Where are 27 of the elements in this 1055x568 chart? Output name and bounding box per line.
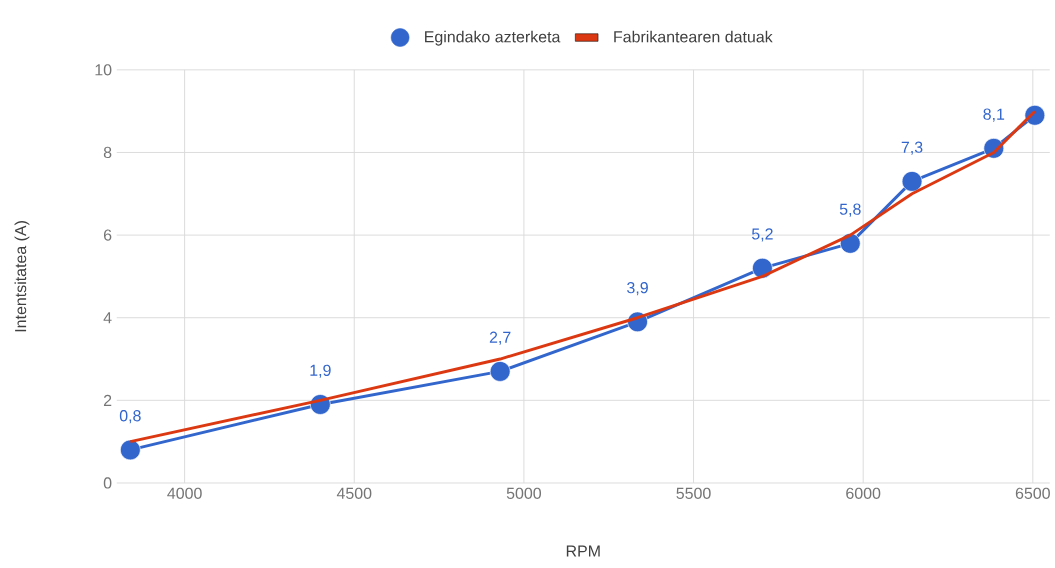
point: [489, 361, 511, 382]
x-tick-label: 4500: [336, 487, 372, 500]
x-axis-title: RPM: [566, 545, 600, 557]
data-label: 0,8: [119, 410, 141, 424]
y-axis-title: Intentsitatea (A): [14, 221, 30, 332]
y-tick-label: 6: [103, 229, 112, 241]
x-tick-label: 4000: [167, 487, 202, 500]
data-label: 2,7: [489, 331, 511, 345]
y-tick-label: 4: [103, 312, 112, 324]
data-label: 7,3: [901, 141, 923, 155]
y-tick-label: 0: [103, 477, 112, 489]
data-label: 5,2: [751, 228, 773, 242]
y-tick-label: 2: [103, 394, 112, 407]
x-tick-label: 5500: [676, 487, 711, 500]
data-label: 3,9: [627, 282, 648, 296]
data-label: 1,9: [310, 364, 331, 378]
legend-label: Egindako azterketa: [425, 30, 561, 46]
point: [901, 171, 923, 192]
data-label: 8,1: [983, 108, 1005, 122]
y-tick-label: 10: [95, 64, 112, 76]
y-tick-label: 8: [103, 146, 112, 159]
data-label: 5,8: [839, 203, 861, 217]
x-tick-label: 6000: [846, 487, 881, 500]
legend-label: Fabrikantearen datuak: [614, 30, 773, 43]
x-tick-label: 6500: [1015, 487, 1050, 500]
x-tick-label: 5000: [506, 487, 542, 500]
point: [120, 439, 141, 461]
